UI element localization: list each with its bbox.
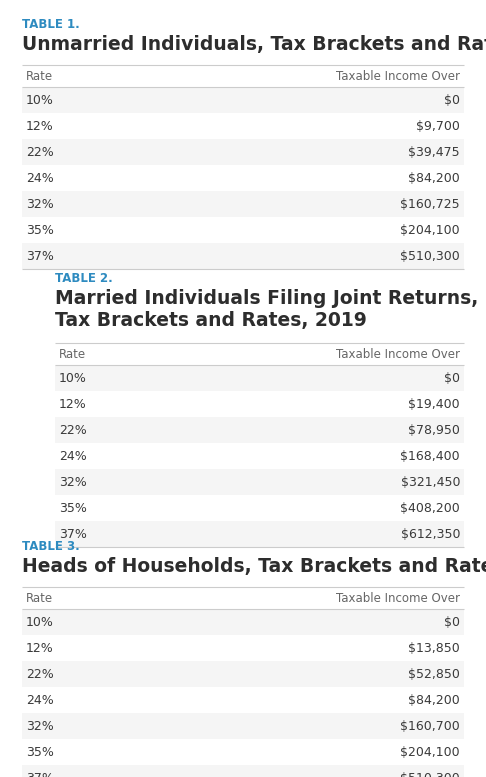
- Text: Married Individuals Filing Joint Returns,
Tax Brackets and Rates, 2019: Married Individuals Filing Joint Returns…: [55, 289, 478, 330]
- Text: Rate: Rate: [26, 591, 53, 605]
- Text: TABLE 1.: TABLE 1.: [22, 18, 80, 31]
- Text: 22%: 22%: [26, 145, 54, 159]
- Text: $39,475: $39,475: [408, 145, 460, 159]
- Text: 32%: 32%: [26, 720, 54, 733]
- Text: 24%: 24%: [26, 694, 54, 706]
- Text: 32%: 32%: [26, 197, 54, 211]
- Text: Unmarried Individuals, Tax Brackets and Rates, 2019: Unmarried Individuals, Tax Brackets and …: [22, 35, 486, 54]
- Text: $168,400: $168,400: [400, 450, 460, 462]
- Text: $84,200: $84,200: [408, 694, 460, 706]
- Text: $52,850: $52,850: [408, 667, 460, 681]
- Bar: [22, 87, 464, 113]
- Text: $160,700: $160,700: [400, 720, 460, 733]
- Bar: [22, 765, 464, 777]
- Text: $0: $0: [444, 615, 460, 629]
- Text: $0: $0: [444, 371, 460, 385]
- Text: 24%: 24%: [26, 172, 54, 184]
- Text: $160,725: $160,725: [400, 197, 460, 211]
- Text: 10%: 10%: [26, 93, 54, 106]
- Bar: [22, 139, 464, 165]
- Text: Taxable Income Over: Taxable Income Over: [336, 69, 460, 82]
- Text: 12%: 12%: [26, 120, 54, 133]
- Text: $321,450: $321,450: [400, 476, 460, 489]
- Text: TABLE 3.: TABLE 3.: [22, 540, 80, 553]
- Text: $510,300: $510,300: [400, 249, 460, 263]
- Text: TABLE 2.: TABLE 2.: [55, 272, 113, 285]
- Bar: [55, 469, 464, 495]
- Bar: [22, 713, 464, 739]
- Text: $510,300: $510,300: [400, 772, 460, 777]
- Bar: [55, 521, 464, 547]
- Text: 22%: 22%: [59, 423, 87, 437]
- Text: Heads of Households, Tax Brackets and Rates, 2019: Heads of Households, Tax Brackets and Ra…: [22, 557, 486, 576]
- Text: 10%: 10%: [59, 371, 87, 385]
- Text: $204,100: $204,100: [400, 224, 460, 236]
- Text: $612,350: $612,350: [400, 528, 460, 541]
- Text: $78,950: $78,950: [408, 423, 460, 437]
- Bar: [22, 609, 464, 635]
- Text: 10%: 10%: [26, 615, 54, 629]
- Text: 35%: 35%: [26, 745, 54, 758]
- Text: 24%: 24%: [59, 450, 87, 462]
- Text: 22%: 22%: [26, 667, 54, 681]
- Text: $0: $0: [444, 93, 460, 106]
- Text: Taxable Income Over: Taxable Income Over: [336, 347, 460, 361]
- Text: $13,850: $13,850: [408, 642, 460, 654]
- Text: Rate: Rate: [59, 347, 86, 361]
- Text: $408,200: $408,200: [400, 501, 460, 514]
- Text: Taxable Income Over: Taxable Income Over: [336, 591, 460, 605]
- Text: $9,700: $9,700: [416, 120, 460, 133]
- Text: 35%: 35%: [26, 224, 54, 236]
- Text: 37%: 37%: [26, 772, 54, 777]
- Text: 12%: 12%: [26, 642, 54, 654]
- Bar: [55, 417, 464, 443]
- Bar: [55, 365, 464, 391]
- Text: $84,200: $84,200: [408, 172, 460, 184]
- Text: $204,100: $204,100: [400, 745, 460, 758]
- Text: 37%: 37%: [59, 528, 87, 541]
- Text: Rate: Rate: [26, 69, 53, 82]
- Text: 35%: 35%: [59, 501, 87, 514]
- Text: 32%: 32%: [59, 476, 87, 489]
- Text: 37%: 37%: [26, 249, 54, 263]
- Bar: [22, 191, 464, 217]
- Text: 12%: 12%: [59, 398, 87, 410]
- Bar: [22, 661, 464, 687]
- Text: $19,400: $19,400: [408, 398, 460, 410]
- Bar: [22, 243, 464, 269]
